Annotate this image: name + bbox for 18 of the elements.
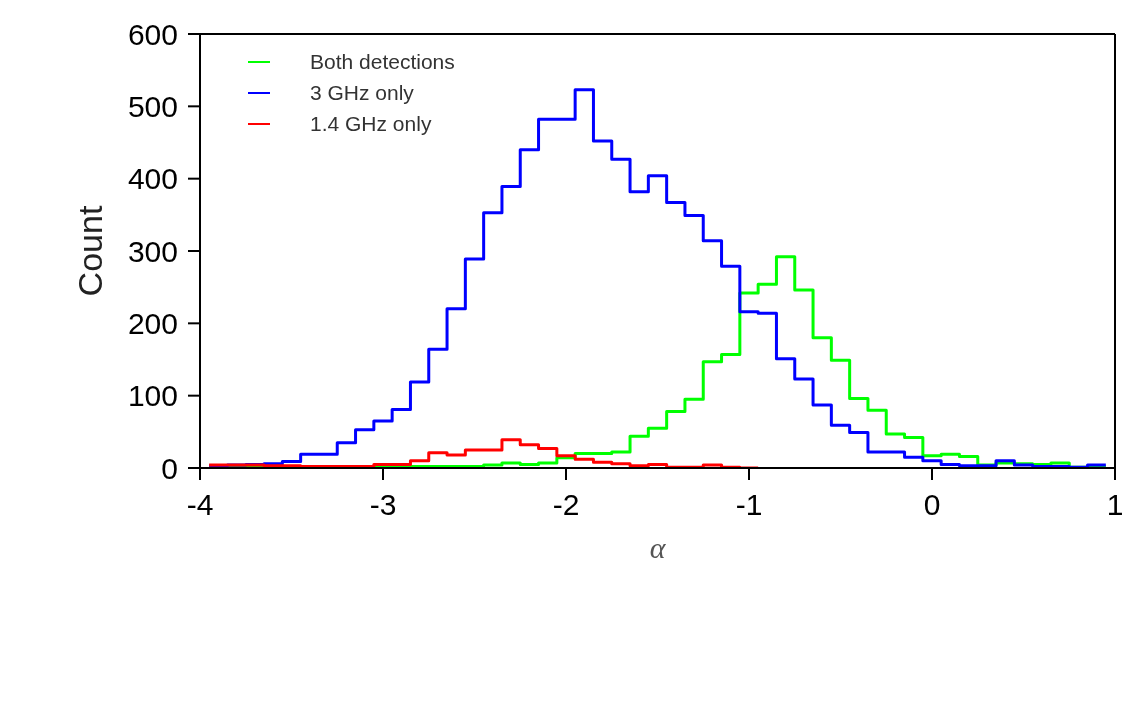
x-tick-label: -3 [369, 488, 397, 522]
legend-label: 1.4 GHz only [310, 111, 432, 137]
y-tick-label: 200 [127, 306, 178, 340]
y-tick-label: 400 [127, 162, 178, 196]
x-tick-label: -1 [735, 488, 763, 522]
x-tick-label: 0 [923, 488, 941, 522]
y-tick-label: 500 [127, 89, 178, 123]
x-tick-label: 1 [1106, 488, 1124, 522]
y-tick-label: 300 [127, 234, 178, 268]
y-tick-label: 100 [127, 379, 178, 413]
x-tick-label: -2 [552, 488, 580, 522]
y-tick-label: 600 [127, 17, 178, 51]
y-tick-label: 0 [161, 451, 178, 485]
legend-label: 3 GHz only [310, 80, 414, 106]
x-axis-title: α [649, 531, 667, 564]
legend-label: Both detections [310, 49, 455, 75]
x-tick-label: -4 [186, 488, 214, 522]
y-axis-title: Count [71, 205, 110, 297]
